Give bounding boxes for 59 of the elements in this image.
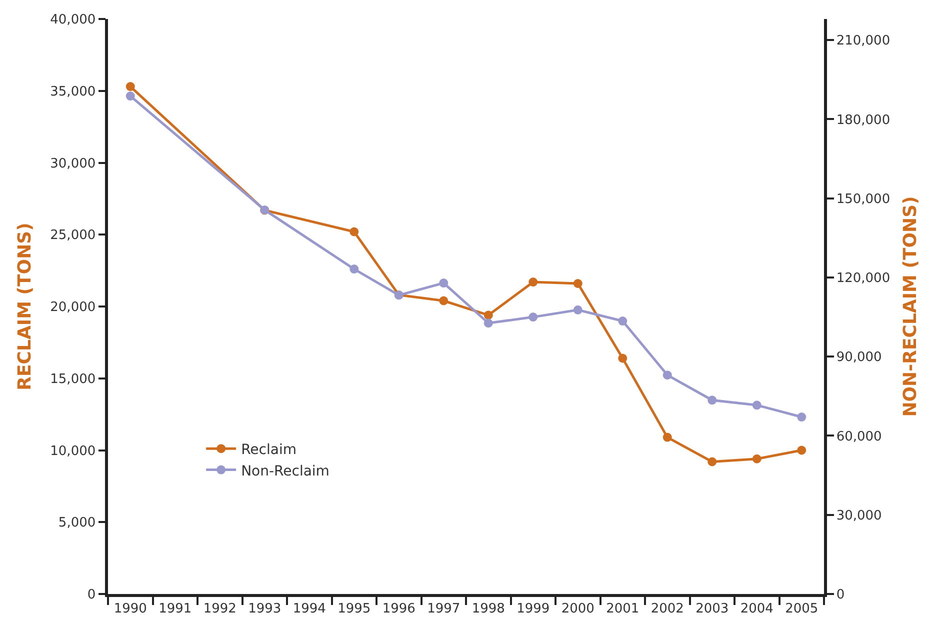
y2-tick-label: 60,000 [836, 429, 882, 444]
x-tick-label: 1995 [338, 601, 371, 616]
y-tick-label: 15,000 [50, 372, 96, 387]
point [484, 318, 493, 328]
point [528, 312, 538, 322]
point [662, 432, 672, 442]
y-tick-label: 25,000 [50, 228, 96, 244]
y2-tick-label: 180,000 [836, 112, 890, 128]
x-tick-label: 1998 [472, 601, 505, 616]
point [350, 227, 359, 236]
y-tick-label: 35,000 [50, 84, 96, 100]
point [439, 296, 448, 306]
y2-axis-title: NON-RECLAIM (TONS) [900, 196, 922, 417]
y-tick-label: 0 [87, 588, 96, 603]
x-tick-label: 2001 [606, 601, 640, 616]
y-tick-label: 20,000 [50, 300, 96, 316]
point [797, 412, 806, 422]
x-tick-label: 1993 [248, 601, 282, 616]
point [126, 82, 135, 92]
point [126, 92, 135, 101]
x-tick-label: 2002 [650, 601, 684, 616]
y-tick-label: 40,000 [50, 12, 96, 28]
point [752, 454, 762, 464]
x-tick-label: 2005 [785, 601, 818, 616]
y2-tick-label: 90,000 [836, 350, 882, 366]
y-tick-label: 30,000 [50, 156, 96, 172]
y-tick-label: 10,000 [50, 444, 96, 459]
point [662, 370, 672, 380]
x-tick-label: 1992 [203, 601, 236, 616]
x-tick-label: 1994 [292, 601, 326, 616]
legend-label: Reclaim [241, 442, 296, 458]
legend-label: Non-Reclaim [241, 463, 330, 480]
point [752, 400, 762, 410]
point [618, 354, 628, 363]
x-tick-label: 2004 [740, 601, 774, 616]
x-tick-label: 1991 [158, 601, 192, 616]
y-axis-title: RECLAIM (TONS) [14, 222, 36, 390]
point [573, 279, 582, 288]
x-tick-label: 1999 [516, 601, 550, 616]
x-tick-label: 2003 [696, 601, 729, 616]
x-tick-label: 2000 [561, 601, 594, 616]
y-tick-label: 5,000 [58, 516, 96, 531]
point [618, 316, 628, 326]
x-tick-label: 1996 [382, 601, 416, 616]
point [708, 457, 717, 466]
point [708, 396, 717, 405]
x-tick-label: 1990 [114, 601, 147, 616]
point [350, 264, 359, 274]
x-tick-label: 1997 [427, 601, 460, 616]
point [573, 305, 582, 314]
point [484, 310, 493, 320]
y2-tick-label: 150,000 [836, 192, 890, 207]
y2-tick-label: 210,000 [836, 34, 890, 49]
y2-tick-label: 0 [836, 588, 845, 603]
point [797, 446, 806, 455]
y2-tick-label: 120,000 [836, 271, 890, 286]
point [528, 278, 538, 287]
point [439, 278, 448, 288]
y2-tick-label: 30,000 [836, 508, 882, 524]
